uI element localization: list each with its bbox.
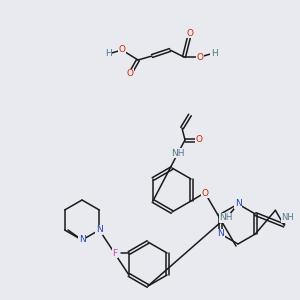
- Text: O: O: [196, 136, 202, 145]
- Text: N: N: [96, 226, 103, 235]
- Text: N: N: [235, 200, 242, 208]
- Text: H: H: [211, 49, 218, 58]
- Text: O: O: [202, 188, 208, 197]
- Text: O: O: [187, 28, 194, 38]
- Text: O: O: [196, 52, 203, 62]
- Text: NH: NH: [219, 214, 233, 223]
- Text: NH: NH: [281, 213, 294, 222]
- Text: H: H: [105, 50, 111, 58]
- Text: N: N: [79, 236, 86, 244]
- Text: O: O: [118, 46, 125, 55]
- Text: N: N: [217, 230, 224, 238]
- Text: O: O: [127, 70, 134, 79]
- Text: F: F: [112, 248, 118, 257]
- Text: NH: NH: [171, 148, 185, 158]
